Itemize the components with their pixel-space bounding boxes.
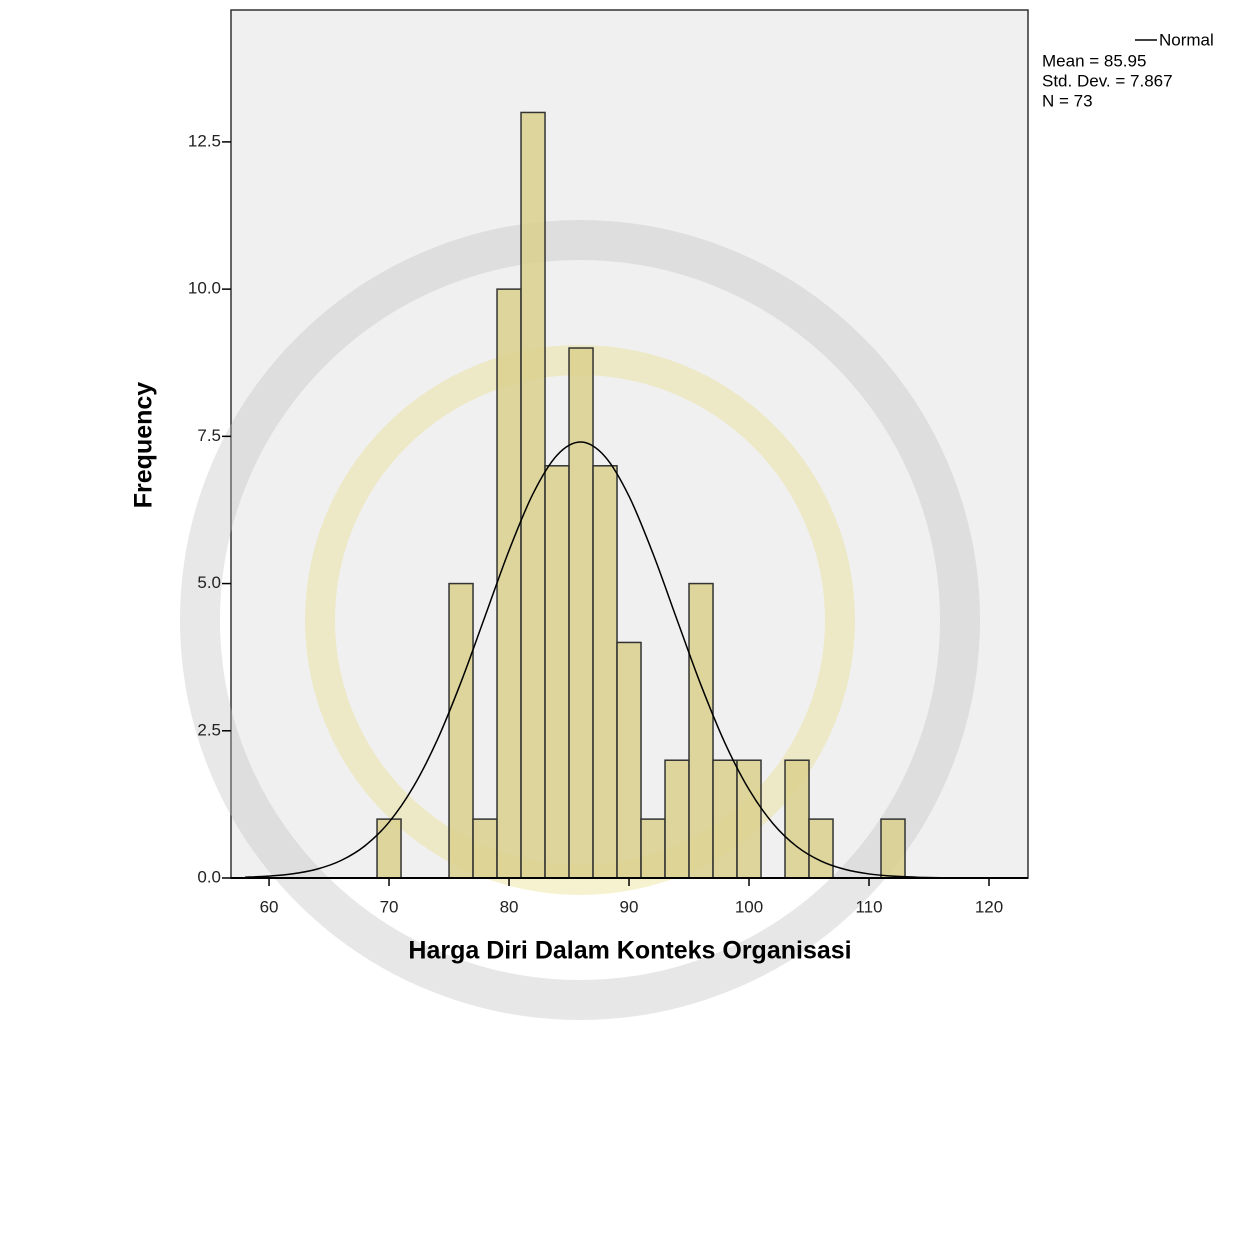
bar — [496, 288, 522, 879]
bar — [880, 818, 906, 879]
annotation: N = 73 — [1042, 91, 1093, 110]
bar — [568, 347, 594, 879]
x-tick-label: 100 — [735, 897, 763, 916]
bar — [544, 465, 570, 879]
x-tick-label: 90 — [620, 897, 639, 916]
watermark-ring — [180, 220, 980, 1020]
annotation: Mean = 85.95 — [1042, 51, 1146, 70]
bar — [472, 818, 498, 879]
bar — [616, 641, 642, 879]
x-tick-label: 110 — [855, 897, 882, 916]
y-tick-label: 12.5 — [188, 131, 221, 150]
bar — [736, 759, 762, 879]
y-tick-label: 2.5 — [197, 720, 221, 739]
bar — [808, 818, 834, 879]
bar — [448, 582, 474, 879]
bar — [664, 759, 690, 879]
x-tick-label: 60 — [260, 897, 279, 916]
x-tick-label: 70 — [380, 897, 399, 916]
normal-curve — [245, 441, 990, 879]
x-tick-label: 80 — [500, 897, 519, 916]
x-axis-title: Harga Diri Dalam Konteks Organisasi — [408, 937, 851, 965]
y-tick-label: 10.0 — [188, 279, 221, 298]
y-tick-label: 5.0 — [197, 573, 221, 592]
bar — [640, 818, 666, 879]
bar — [376, 818, 402, 879]
annotation: Std. Dev. = 7.867 — [1042, 71, 1173, 90]
legend-label: Normal — [1159, 30, 1214, 49]
y-axis-title: Frequency — [130, 382, 158, 509]
bar — [592, 465, 618, 879]
y-tick-label: 7.5 — [197, 426, 221, 445]
x-tick-label: 120 — [975, 897, 1003, 916]
bar — [784, 759, 810, 879]
bar — [712, 759, 738, 879]
bar — [688, 582, 714, 879]
y-tick-label: 0.0 — [197, 867, 221, 886]
